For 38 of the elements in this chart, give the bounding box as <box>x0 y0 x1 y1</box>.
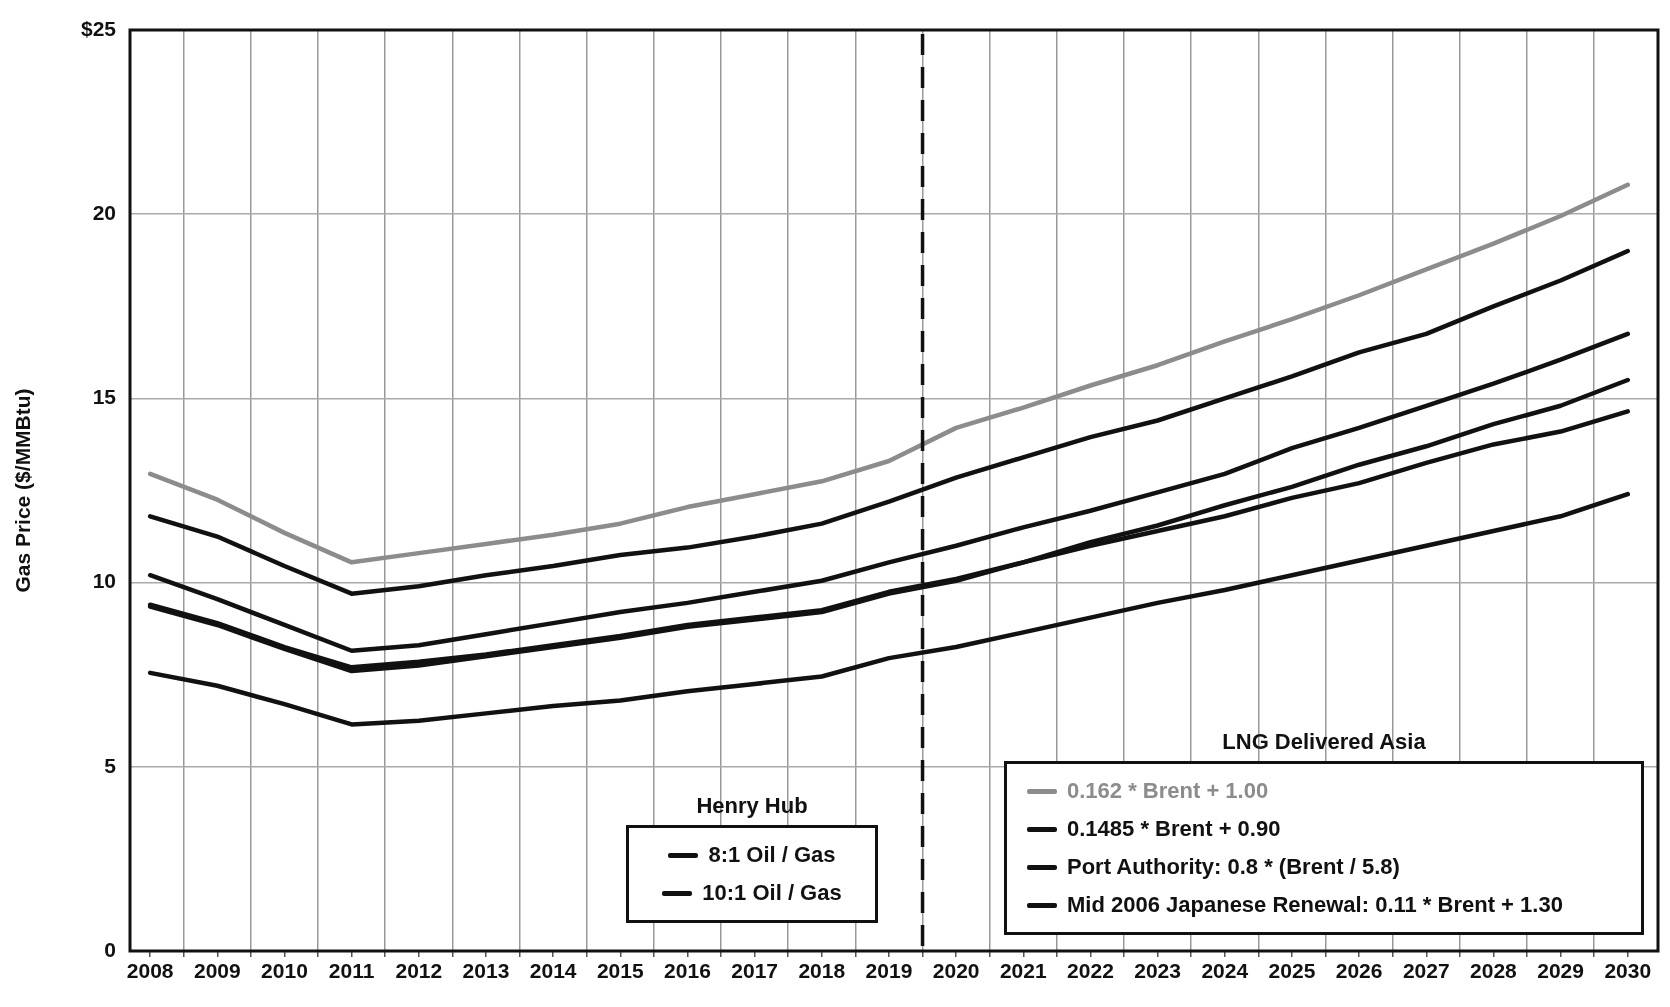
y-tick-label: $25 <box>80 16 117 40</box>
x-tick-label: 2028 <box>1470 959 1518 983</box>
x-tick-label: 2014 <box>529 959 577 983</box>
annotation: Henry Hub <box>695 793 809 819</box>
x-tick-label: 2023 <box>1134 959 1181 983</box>
x-tick-label: 2015 <box>596 959 644 983</box>
x-tick-label: 2011 <box>328 959 375 983</box>
x-tick-label: 2009 <box>193 959 241 983</box>
x-tick-label: 2019 <box>865 959 913 983</box>
x-tick-label: 2030 <box>1604 959 1652 983</box>
x-tick-label: 2029 <box>1537 959 1584 983</box>
legend-label: 10:1 Oil / Gas <box>702 880 842 906</box>
y-tick-label: 5 <box>104 753 117 777</box>
x-tick-label: 2027 <box>1402 959 1450 983</box>
x-tick-label: 2024 <box>1201 959 1249 983</box>
legend-label: 0.1485 * Brent + 0.90 <box>1067 816 1281 842</box>
x-tick-label: 2020 <box>932 959 980 983</box>
x-tick-label: 2018 <box>798 959 846 983</box>
y-tick-label: 0 <box>104 937 116 961</box>
x-tick-label: 2013 <box>462 959 510 983</box>
legend-label: Mid 2006 Japanese Renewal: 0.11 * Brent + 1.30 <box>1067 892 1563 918</box>
x-tick-label: 2021 <box>999 959 1047 983</box>
x-tick-label: 2017 <box>731 959 778 983</box>
y-tick-label: 20 <box>92 201 116 224</box>
y-tick-label: 15 <box>92 385 117 409</box>
x-tick-label: 2016 <box>664 959 711 983</box>
x-tick-label: 2010 <box>261 959 308 983</box>
legend-label: Port Authority: 0.8 * (Brent / 5.8) <box>1067 854 1400 880</box>
x-tick-label: 2022 <box>1067 959 1114 983</box>
y-axis-title: Gas Price ($/MMBtu) <box>11 388 35 593</box>
x-tick-label: 2025 <box>1268 959 1316 983</box>
x-tick-label: 2008 <box>126 959 174 983</box>
x-tick-label: 2026 <box>1335 959 1383 983</box>
annotation: LNG Delivered Asia <box>1221 729 1427 755</box>
y-tick-label: 10 <box>92 569 116 593</box>
legend-label: 8:1 Oil / Gas <box>708 842 836 868</box>
legend-label: 0.162 * Brent + 1.00 <box>1067 778 1269 804</box>
x-tick-label: 2012 <box>395 959 443 983</box>
